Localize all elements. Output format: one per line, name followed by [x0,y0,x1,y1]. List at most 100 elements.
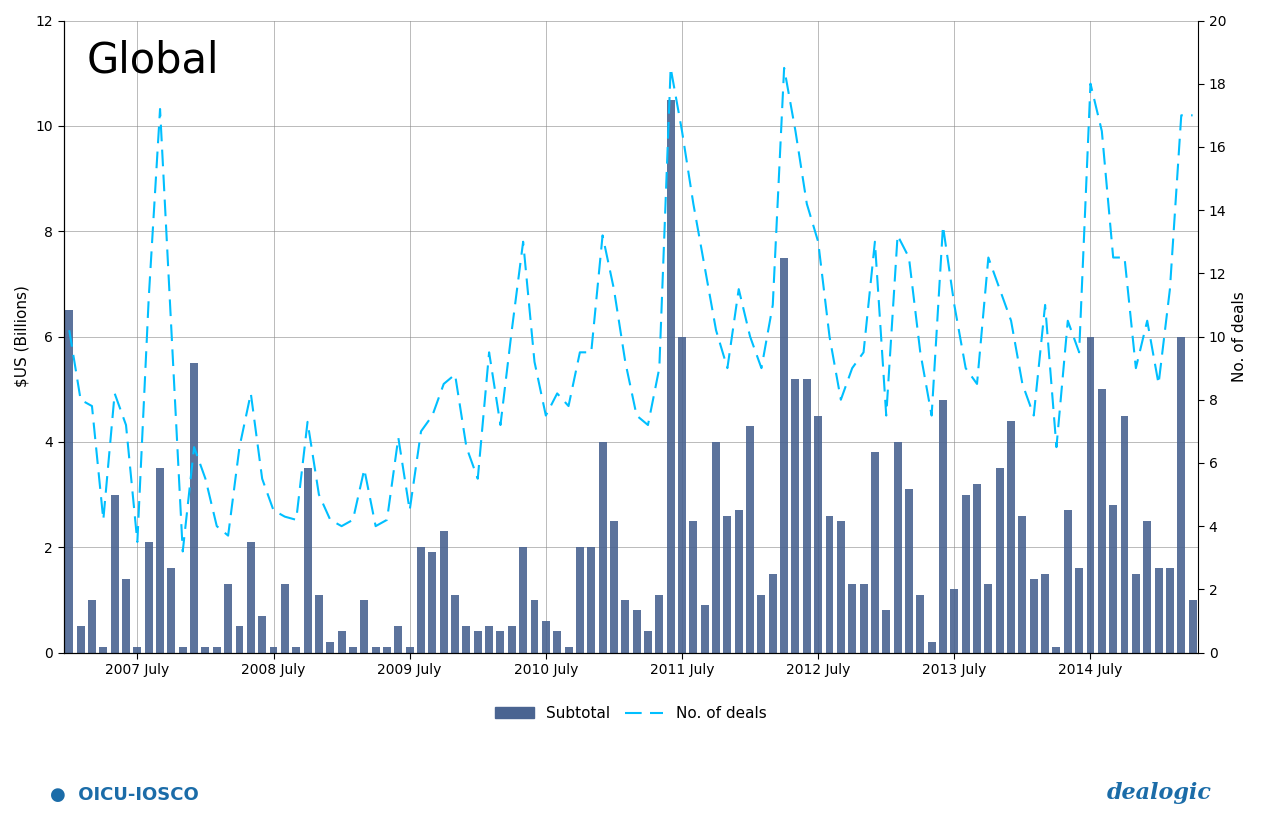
Bar [88,600,96,653]
Bar [281,584,289,653]
Bar [1121,416,1128,653]
Bar [950,589,958,653]
Bar [1064,511,1071,653]
Bar [293,648,300,653]
Bar [610,521,618,653]
Bar [803,379,810,653]
Bar [168,568,175,653]
Bar [780,257,787,653]
Bar [1053,648,1060,653]
Bar [1166,568,1174,653]
Bar [156,469,164,653]
Bar [77,626,85,653]
Bar [689,521,698,653]
Bar [191,363,198,653]
Bar [225,584,232,653]
Y-axis label: No. of deals: No. of deals [1232,291,1247,382]
Bar [405,648,414,653]
Bar [655,595,664,653]
Bar [1075,568,1083,653]
Bar [327,642,334,653]
Bar [462,626,471,653]
Bar [1143,521,1151,653]
Bar [939,400,946,653]
Bar [519,547,528,653]
Text: dealogic: dealogic [1107,782,1212,804]
Bar [984,584,992,653]
Bar [416,547,425,653]
Bar [530,600,539,653]
Bar [439,531,448,653]
Bar [394,626,403,653]
Bar [507,626,516,653]
Bar [213,648,221,653]
Text: Global: Global [86,40,218,82]
Bar [485,626,493,653]
Bar [644,631,652,653]
Bar [66,310,73,653]
Bar [712,442,721,653]
Bar [145,542,153,653]
Bar [575,547,584,653]
Bar [202,648,209,653]
Bar [338,631,346,653]
Bar [871,452,878,653]
Bar [916,595,924,653]
Bar [236,626,244,653]
Bar [564,648,573,653]
Bar [451,595,459,653]
Bar [1018,516,1026,653]
Bar [996,469,1003,653]
Bar [598,442,607,653]
Bar [1087,337,1094,653]
Bar [350,648,357,653]
Bar [632,610,641,653]
Bar [621,600,630,653]
Bar [928,642,935,653]
Bar [678,337,687,653]
Bar [259,615,266,653]
Bar [1132,573,1140,653]
Bar [122,579,130,653]
Bar [973,484,981,653]
Bar [825,516,833,653]
Bar [111,494,119,653]
Bar [1189,600,1196,653]
Bar [893,442,901,653]
Bar [247,542,255,653]
Bar [553,631,562,653]
Bar [1109,505,1117,653]
Bar [837,521,844,653]
Bar [1007,421,1015,653]
Bar [1041,573,1049,653]
Bar [734,511,743,653]
Bar [1030,579,1037,653]
Legend: Subtotal, No. of deals: Subtotal, No. of deals [490,700,772,727]
Bar [1177,337,1185,653]
Y-axis label: $US (Billions): $US (Billions) [15,285,30,388]
Bar [882,610,890,653]
Bar [848,584,856,653]
Bar [541,621,550,653]
Bar [100,648,107,653]
Bar [316,595,323,653]
Bar [361,600,369,653]
Bar [1155,568,1162,653]
Text: ●  OICU-IOSCO: ● OICU-IOSCO [50,786,199,804]
Bar [666,100,675,653]
Bar [270,648,278,653]
Bar [372,648,380,653]
Bar [769,573,776,653]
Bar [179,648,187,653]
Bar [134,648,141,653]
Bar [473,631,482,653]
Bar [962,494,969,653]
Bar [905,489,912,653]
Bar [723,516,732,653]
Bar [587,547,596,653]
Bar [791,379,799,653]
Bar [700,606,709,653]
Bar [382,648,391,653]
Bar [814,416,822,653]
Bar [757,595,765,653]
